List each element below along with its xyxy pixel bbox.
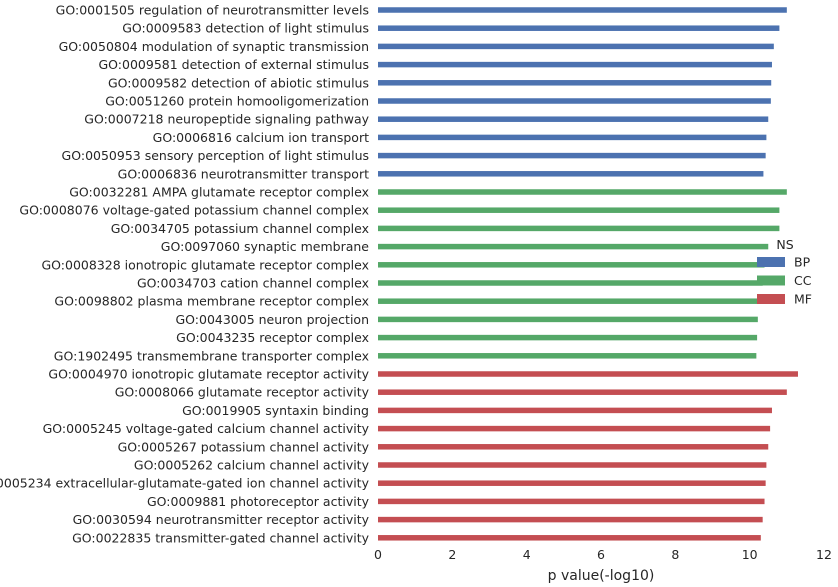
category-label: GO:0006836 neurotransmitter transport: [118, 166, 369, 181]
category-label: GO:0001505 regulation of neurotransmitte…: [56, 3, 369, 18]
bar-mf-29: [378, 535, 761, 541]
category-label: GO:0043235 receptor complex: [176, 330, 369, 345]
bar-bp-3: [378, 61, 772, 68]
bar-bp-7: [378, 134, 767, 141]
legend-label-mf: MF: [794, 292, 812, 307]
x-tick-label: 12: [816, 547, 832, 562]
category-label: GO:0005267 potassium channel activity: [118, 439, 370, 454]
x-axis-title: p value(-log10): [548, 568, 655, 584]
bar-cc-11: [378, 207, 780, 213]
legend-swatch-cc: [757, 275, 785, 286]
category-labels: GO:0001505 regulation of neurotransmitte…: [0, 3, 370, 546]
bar-mf-22: [378, 407, 772, 414]
bar-cc-17: [378, 316, 758, 323]
bar-cc-13: [378, 243, 769, 250]
category-label: GO:0022835 transmitter-gated channel act…: [72, 530, 369, 545]
x-tick-label: 10: [742, 547, 758, 562]
category-label: GO:0009581 detection of external stimulu…: [99, 57, 370, 72]
bar-bp-8: [378, 152, 766, 159]
bar-mf-24: [378, 444, 769, 450]
bar-cc-10: [378, 189, 787, 195]
category-label: GO:0005245 voltage-gated calcium channel…: [43, 421, 370, 436]
category-label: GO:0098802 plasma membrane receptor comp…: [54, 294, 369, 309]
bar-cc-16: [378, 298, 761, 304]
category-label: GO:0004970 ionotropic glutamate receptor…: [48, 367, 369, 382]
bar-bp-5: [378, 98, 771, 104]
category-label: GO:0009583 detection of light stimulus: [122, 21, 369, 36]
bar-mf-21: [378, 389, 787, 395]
category-label: GO:0050953 sensory perception of light s…: [62, 148, 369, 163]
bar-bp-6: [378, 116, 769, 122]
legend-title: NS: [776, 237, 793, 252]
category-label: GO:0008076 voltage-gated potassium chann…: [19, 203, 369, 218]
category-label: GO:0034703 cation channel complex: [137, 276, 369, 291]
bar-cc-12: [378, 225, 780, 232]
category-label: GO:0032281 AMPA glutamate receptor compl…: [69, 185, 369, 200]
category-label: GO:0008066 glutamate receptor activity: [115, 385, 370, 400]
category-label: GO:0006816 calcium ion transport: [153, 130, 369, 145]
category-label: GO:1902495 transmembrane transporter com…: [54, 348, 369, 363]
x-tick-label: 6: [597, 547, 605, 562]
x-tick-label: 8: [671, 547, 679, 562]
bars-layer: [378, 7, 798, 541]
category-label: GO:0009881 photoreceptor activity: [147, 494, 370, 509]
bar-bp-4: [378, 80, 772, 86]
bar-bp-0: [378, 7, 787, 13]
bar-mf-27: [378, 498, 765, 505]
category-label: GO:0005234 extracellular-glutamate-gated…: [0, 476, 370, 491]
bar-cc-14: [378, 262, 765, 268]
bar-mf-25: [378, 462, 767, 468]
category-label: GO:0008328 ionotropic glutamate receptor…: [42, 257, 370, 272]
bar-cc-15: [378, 280, 763, 286]
category-label: GO:0051260 protein homooligomerization: [105, 94, 369, 109]
bar-mf-23: [378, 425, 771, 432]
bar-bp-1: [378, 25, 780, 31]
bar-mf-26: [378, 480, 766, 486]
legend-label-cc: CC: [794, 273, 812, 288]
x-tick-label: 4: [523, 547, 531, 562]
bar-cc-18: [378, 334, 758, 341]
category-label: GO:0005262 calcium channel activity: [134, 458, 370, 473]
bar-bp-9: [378, 171, 764, 177]
category-label: GO:0043005 neuron projection: [175, 312, 369, 327]
x-axis-ticks: 0 2 4 6 8 10 12: [374, 547, 832, 562]
bar-cc-19: [378, 353, 757, 359]
x-tick-label: 2: [448, 547, 456, 562]
legend-swatch-bp: [757, 257, 785, 267]
legend-label-bp: BP: [794, 255, 811, 270]
bar-bp-2: [378, 43, 774, 50]
x-tick-label: 0: [374, 547, 382, 562]
category-label: GO:0034705 potassium channel complex: [111, 221, 369, 236]
category-label: GO:0097060 synaptic membrane: [161, 239, 370, 254]
category-label: GO:0019905 syntaxin binding: [182, 403, 369, 418]
legend-swatch-mf: [757, 294, 785, 304]
category-label: GO:0007218 neuropeptide signaling pathwa…: [84, 112, 369, 127]
bar-mf-20: [378, 371, 798, 377]
category-label: GO:0009582 detection of abiotic stimulus: [108, 75, 369, 90]
legend: NS BP CC MF: [757, 237, 812, 307]
category-label: GO:0050804 modulation of synaptic transm…: [59, 39, 369, 54]
category-label: GO:0030594 neurotransmitter receptor act…: [73, 512, 370, 527]
bar-mf-28: [378, 516, 763, 523]
